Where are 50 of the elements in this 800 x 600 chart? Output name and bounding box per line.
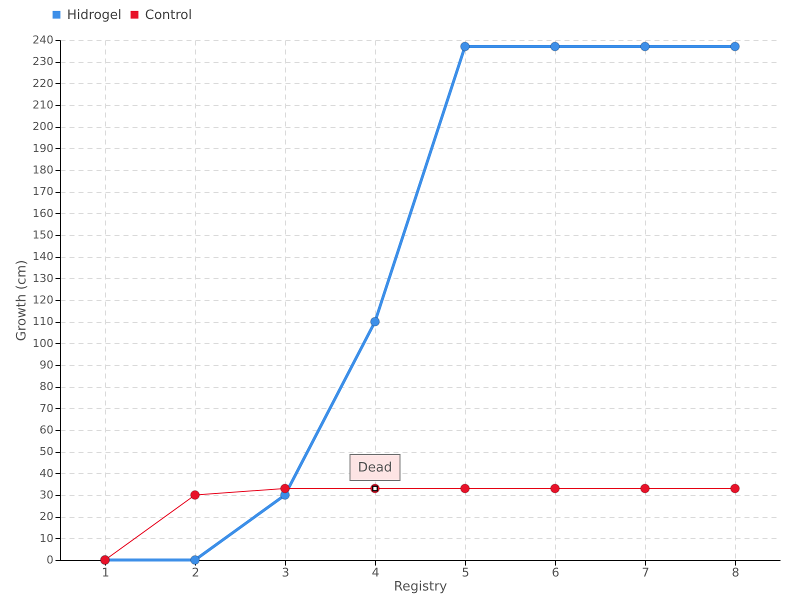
point [280, 484, 290, 494]
point [460, 42, 470, 52]
point [640, 484, 650, 494]
x-tick-label: 7 [642, 566, 650, 580]
y-tick-label: 240 [32, 34, 54, 46]
y-tick-label: 80 [40, 380, 54, 394]
point [370, 316, 380, 327]
point [730, 484, 740, 494]
point [190, 555, 200, 565]
x-tick-label: 2 [192, 566, 200, 580]
point [550, 484, 560, 494]
legend-label: Control [145, 8, 192, 23]
y-tick-label: 20 [40, 510, 54, 524]
y-tick-label: 160 [32, 206, 54, 220]
y-tick-label: 30 [40, 488, 54, 502]
y-tick-label: 170 [32, 185, 54, 198]
point [460, 484, 470, 494]
y-tick-label: 140 [32, 250, 54, 264]
x-axis-title: Registry [394, 580, 448, 594]
y-tick-label: 70 [40, 402, 54, 415]
legend-label: Hidrogel [67, 8, 122, 23]
y-tick-label: 130 [32, 272, 54, 285]
y-tick-label: 0 [46, 554, 54, 566]
y-tick-label: 200 [32, 120, 54, 134]
point [730, 42, 740, 52]
y-tick-label: 50 [40, 445, 54, 458]
point [190, 490, 200, 500]
y-tick-label: 230 [32, 55, 54, 68]
y-tick-label: 120 [32, 294, 54, 306]
y-tick-label: 90 [40, 358, 54, 372]
y-tick-label: 180 [32, 164, 54, 176]
x-tick-label: 6 [552, 566, 560, 580]
y-axis-title: Growth (cm) [14, 260, 30, 342]
x-tick-label: 4 [372, 566, 380, 580]
x-tick-label: 3 [282, 566, 290, 580]
y-tick-label: 150 [32, 228, 54, 242]
y-tick-label: 220 [32, 76, 54, 90]
y-tick-label: 40 [40, 466, 54, 480]
x-tick-label: 8 [732, 566, 740, 580]
y-tick-label: 190 [32, 142, 54, 155]
y-tick-label: 60 [40, 424, 54, 436]
x-tick-label: 5 [462, 566, 470, 580]
point [640, 42, 650, 52]
x-tick-label: 1 [102, 566, 110, 580]
y-tick-label: 10 [40, 532, 54, 545]
y-tick-label: 100 [32, 336, 54, 350]
annotation: Dead [358, 460, 392, 476]
y-tick-label: 210 [32, 98, 54, 112]
point [550, 42, 560, 52]
y-tick-label: 110 [32, 315, 54, 328]
